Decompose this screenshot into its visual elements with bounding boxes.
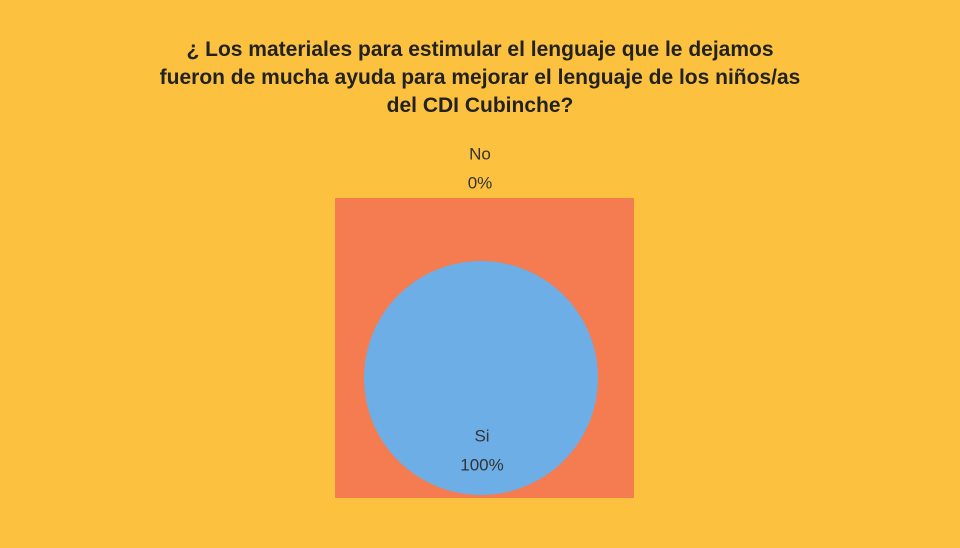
slice-value-label: 0% <box>468 173 493 192</box>
slice-category-label: No <box>469 144 491 163</box>
chart-title: ¿ Los materiales para estimular el lengu… <box>159 38 801 117</box>
pie-slice <box>364 261 598 495</box>
slice-category-label: Si <box>474 426 489 445</box>
slice-value-label: 100% <box>460 455 503 474</box>
